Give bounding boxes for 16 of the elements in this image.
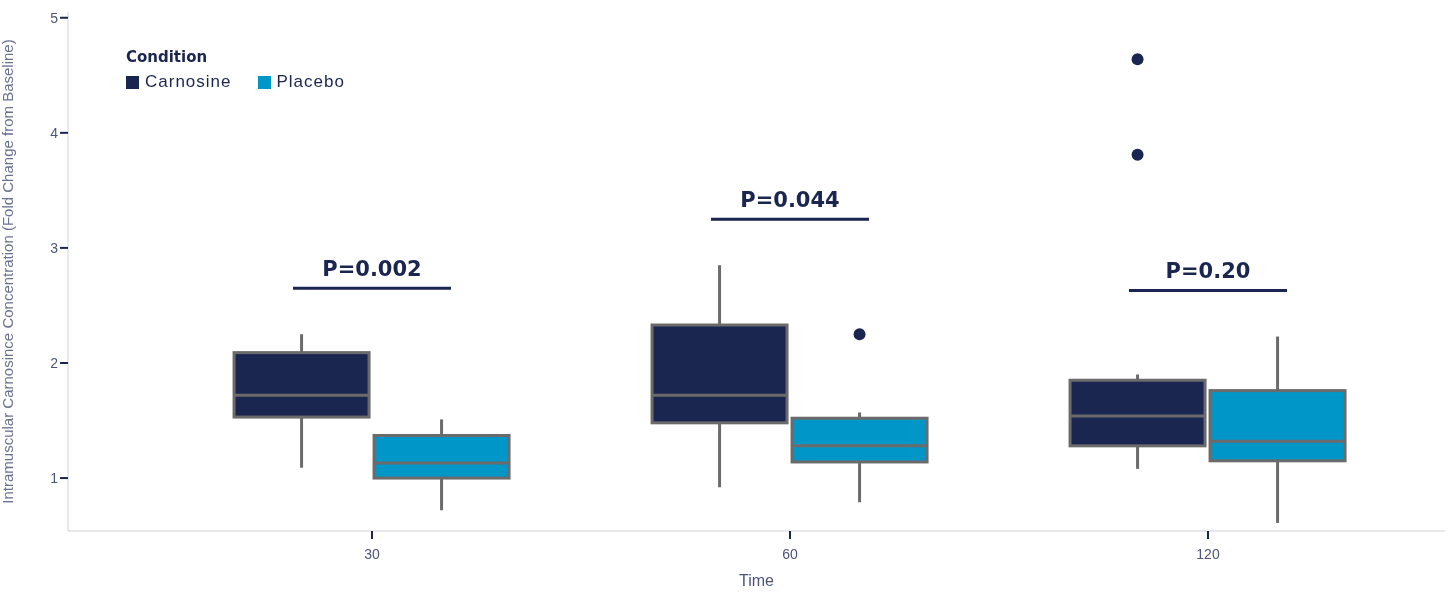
y-tick-label: 4 <box>50 124 59 141</box>
y-tick-label: 1 <box>50 470 59 487</box>
legend-label: Placebo <box>276 72 345 92</box>
y-axis-title: Intramuscular Carnosince Concentration (Fold Change from Baseline) <box>0 39 17 504</box>
y-tick-label: 3 <box>50 239 59 256</box>
x-tick-label: 30 <box>364 545 380 562</box>
legend-label: Carnosine <box>145 72 232 92</box>
x-axis-title: Time <box>739 572 775 589</box>
annotation: P=0.20 <box>1165 259 1251 284</box>
annotation: P=0.002 <box>322 257 422 282</box>
legend-title: Condition <box>126 48 209 66</box>
y-tick-label: 2 <box>50 354 59 371</box>
annotation: P=0.044 <box>740 188 840 213</box>
x-tick-label: 60 <box>782 545 798 562</box>
x-tick-label: 120 <box>1196 545 1220 562</box>
y-tick-label: 5 <box>50 9 59 26</box>
